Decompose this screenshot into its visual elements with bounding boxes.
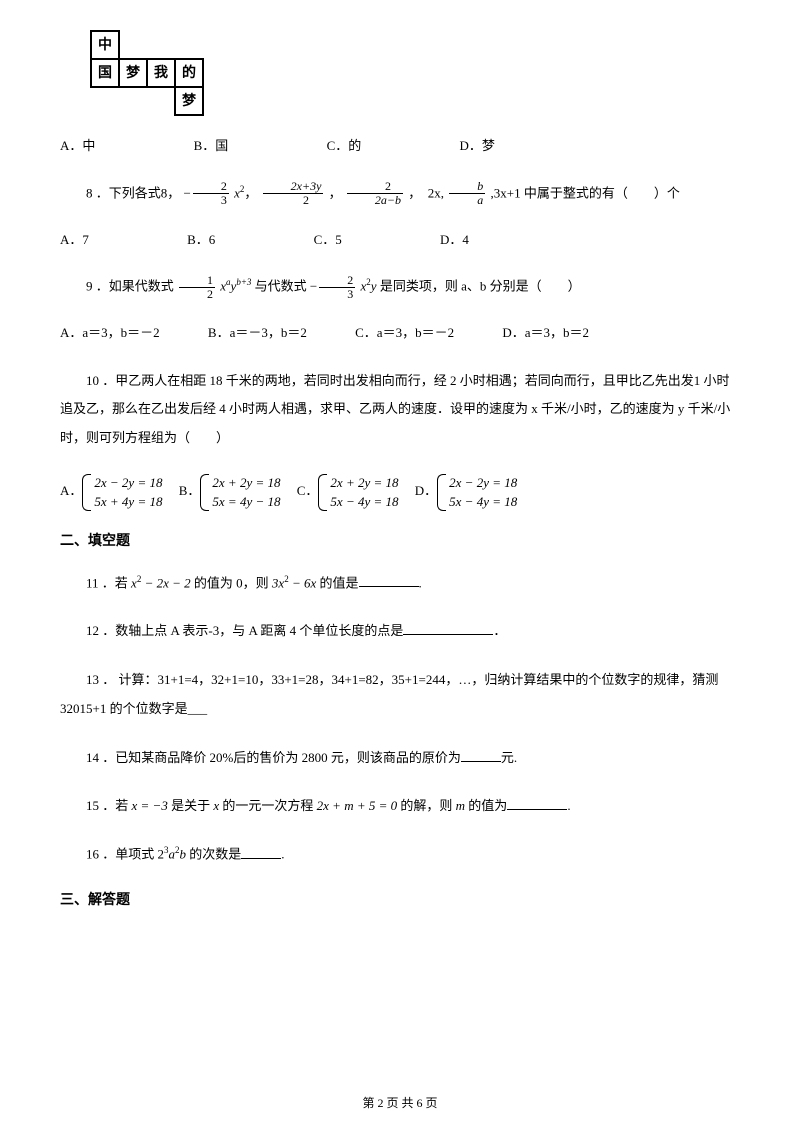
- question-10: 10 ．甲乙两人在相距 18 千米的两地，若同时出发相向而行，经 2 小时相遇；…: [60, 367, 740, 453]
- question-15: 15 ．若 x = −3 是关于 x 的一元一次方程 2x + m + 5 = …: [60, 793, 740, 819]
- option-c: C．的: [327, 136, 362, 156]
- option-c: C．5: [314, 230, 342, 250]
- grid-cell: 我: [147, 59, 175, 87]
- blank: [507, 797, 567, 810]
- blank: [241, 846, 281, 859]
- question-8: 8 ．下列各式8， −23 x2， 2x+3y2 ， 22a−b ， 2x, b…: [60, 180, 740, 208]
- option-d: D．梦: [459, 136, 494, 156]
- blank: [461, 749, 501, 762]
- q8-options: A．7 B．6 C．5 D．4: [60, 230, 740, 250]
- q10-options: A．2x − 2y = 185x + 4y = 18 B．2x + 2y = 1…: [60, 474, 740, 510]
- q9-options: A．a＝3，b＝－2 B．a＝－3，b＝2 C．a＝3，b＝－2 D．a＝3，b…: [60, 323, 740, 343]
- option-c: C．a＝3，b＝－2: [355, 323, 454, 343]
- question-11: 11 ．若 x2 − 2x − 2 的值为 0，则 3x2 − 6x 的值是.: [60, 570, 740, 596]
- option-a: A．7: [60, 230, 89, 250]
- question-13: 13 ． 计算：31+1=4，32+1=10，33+1=28，34+1=82，3…: [60, 666, 740, 723]
- blank: [403, 622, 493, 635]
- grid-cell: 中: [91, 31, 119, 59]
- section-3-title: 三、解答题: [60, 890, 740, 911]
- question-12: 12 ．数轴上点 A 表示-3，与 A 距离 4 个单位长度的点是．: [60, 618, 740, 644]
- question-9: 9 ．如果代数式 12 xayb+3 与代数式 −23 x2y 是同类项，则 a…: [60, 273, 740, 301]
- grid-cell: 国: [91, 59, 119, 87]
- option-a: A．中: [60, 136, 95, 156]
- option-d: D．4: [440, 230, 469, 250]
- blank: [359, 574, 419, 587]
- option-b: B．6: [187, 230, 215, 250]
- q8-text: 8 ．下列各式8，: [86, 185, 180, 200]
- section-2-title: 二、填空题: [60, 531, 740, 552]
- page-footer: 第 2 页 共 6 页: [0, 1094, 800, 1112]
- option-b: B．a＝－3，b＝2: [208, 323, 307, 343]
- grid-cell: 的: [175, 59, 203, 87]
- q7-options: A．中 B．国 C．的 D．梦: [60, 136, 740, 156]
- option-d: D．a＝3，b＝2: [502, 323, 589, 343]
- option-a: A．a＝3，b＝－2: [60, 323, 160, 343]
- question-16: 16 ．单项式 23a2b 的次数是.: [60, 841, 740, 867]
- grid-cell: 梦: [175, 87, 203, 115]
- word-grid-diagram: 中 国 梦 我 的 梦: [90, 30, 740, 116]
- question-14: 14 ．已知某商品降价 20%后的售价为 2800 元，则该商品的原价为元.: [60, 745, 740, 771]
- option-b: B．国: [194, 136, 229, 156]
- grid-cell: 梦: [119, 59, 147, 87]
